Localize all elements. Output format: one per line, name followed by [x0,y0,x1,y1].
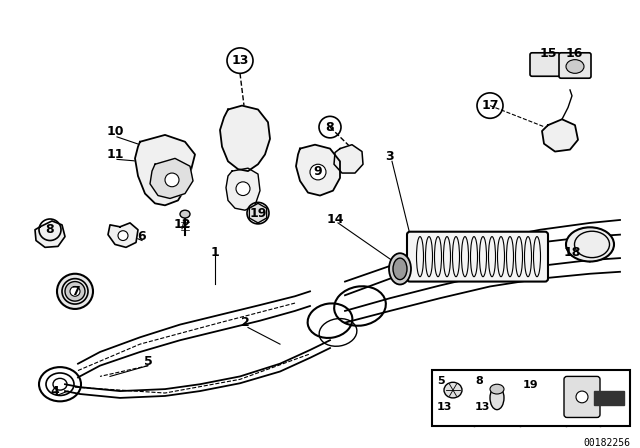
Ellipse shape [566,227,614,262]
Text: 1: 1 [211,246,220,259]
Text: 8: 8 [475,376,483,386]
Text: 17: 17 [481,99,499,112]
Text: 15: 15 [540,47,557,60]
Polygon shape [594,391,624,405]
Polygon shape [296,145,340,195]
Text: 00182256: 00182256 [583,438,630,448]
Text: 19: 19 [250,207,267,220]
Text: 6: 6 [138,230,147,243]
Circle shape [165,173,179,187]
Text: 16: 16 [565,47,582,60]
Text: 8: 8 [45,223,54,236]
Ellipse shape [490,386,504,409]
Polygon shape [226,168,260,210]
Ellipse shape [444,382,462,398]
Circle shape [70,286,80,296]
Circle shape [118,231,128,241]
Text: 13: 13 [437,402,452,412]
Text: 5: 5 [437,376,445,386]
Circle shape [65,282,85,301]
FancyBboxPatch shape [530,53,560,76]
Ellipse shape [393,258,407,280]
Ellipse shape [490,384,504,394]
Text: 14: 14 [326,214,344,227]
Text: 13: 13 [231,54,249,67]
Text: 7: 7 [70,285,79,298]
FancyBboxPatch shape [564,376,600,418]
Circle shape [57,274,93,309]
Polygon shape [35,221,65,247]
Circle shape [310,164,326,180]
Text: 2: 2 [241,316,250,329]
Text: 18: 18 [563,246,580,259]
Ellipse shape [180,210,190,218]
Text: 13: 13 [475,402,490,412]
Polygon shape [150,159,193,198]
Ellipse shape [389,253,411,284]
FancyBboxPatch shape [559,53,591,78]
Polygon shape [542,119,578,151]
Circle shape [576,391,588,403]
Text: 12: 12 [173,218,191,231]
Text: 4: 4 [51,384,60,397]
Text: 7: 7 [569,380,577,390]
Text: 10: 10 [106,125,124,138]
FancyBboxPatch shape [407,232,548,282]
Bar [432,370,630,426]
Polygon shape [220,106,270,171]
Polygon shape [108,223,138,247]
Text: 8: 8 [326,121,334,134]
Text: 9: 9 [314,164,323,177]
Text: 11: 11 [106,148,124,161]
Ellipse shape [566,60,584,73]
Circle shape [236,182,250,195]
Text: 19: 19 [523,380,539,390]
Text: 5: 5 [143,355,152,368]
Polygon shape [334,145,363,173]
Text: 3: 3 [386,150,394,163]
Polygon shape [135,135,195,205]
